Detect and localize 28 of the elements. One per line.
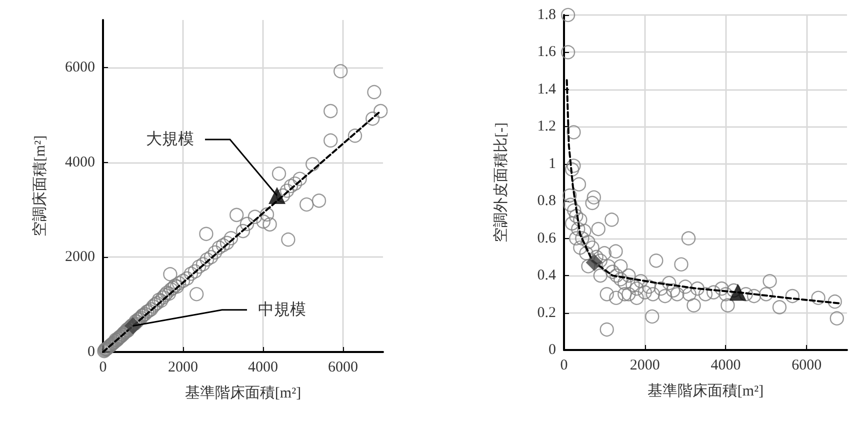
y-tick-label: 1.8 bbox=[537, 7, 556, 23]
y-tick-label: 1.6 bbox=[537, 44, 556, 60]
x-tick-label: 2000 bbox=[168, 360, 198, 376]
y-axis-title: 空調床面積[m²] bbox=[32, 135, 48, 237]
x-tick-label: 6000 bbox=[792, 358, 822, 374]
y-tick-label: 0.2 bbox=[537, 304, 556, 321]
x-tick-label: 0 bbox=[99, 360, 107, 376]
y-tick-label: 4000 bbox=[65, 154, 95, 170]
y-tick-label: 0.4 bbox=[537, 268, 556, 284]
x-tick-label: 2000 bbox=[630, 358, 660, 374]
x-tick-label: 4000 bbox=[710, 358, 741, 374]
x-axis-title: 基準階床面積[m²] bbox=[184, 384, 302, 402]
x-tick-label: 4000 bbox=[248, 360, 278, 376]
y-tick-label: 2000 bbox=[65, 249, 95, 266]
y-tick-label: 0.8 bbox=[537, 193, 556, 210]
y-axis-title: 空調外皮面積比[-] bbox=[492, 122, 510, 242]
annotation: 大規模 bbox=[146, 130, 194, 148]
y-tick-label: 1 bbox=[548, 156, 556, 172]
y-tick-label: 6000 bbox=[65, 59, 95, 76]
x-tick-label: 0 bbox=[560, 358, 568, 374]
x-tick-label: 6000 bbox=[328, 360, 358, 376]
y-tick-label: 0.6 bbox=[537, 230, 556, 246]
y-tick-label: 1.2 bbox=[537, 118, 556, 135]
y-tick-label: 1.4 bbox=[537, 81, 556, 98]
annotation: 中規模 bbox=[258, 300, 306, 318]
x-axis-title: 基準階床面積[m²] bbox=[647, 382, 764, 400]
y-tick-label: 0 bbox=[88, 344, 95, 360]
y-tick-label: 0 bbox=[548, 342, 556, 358]
